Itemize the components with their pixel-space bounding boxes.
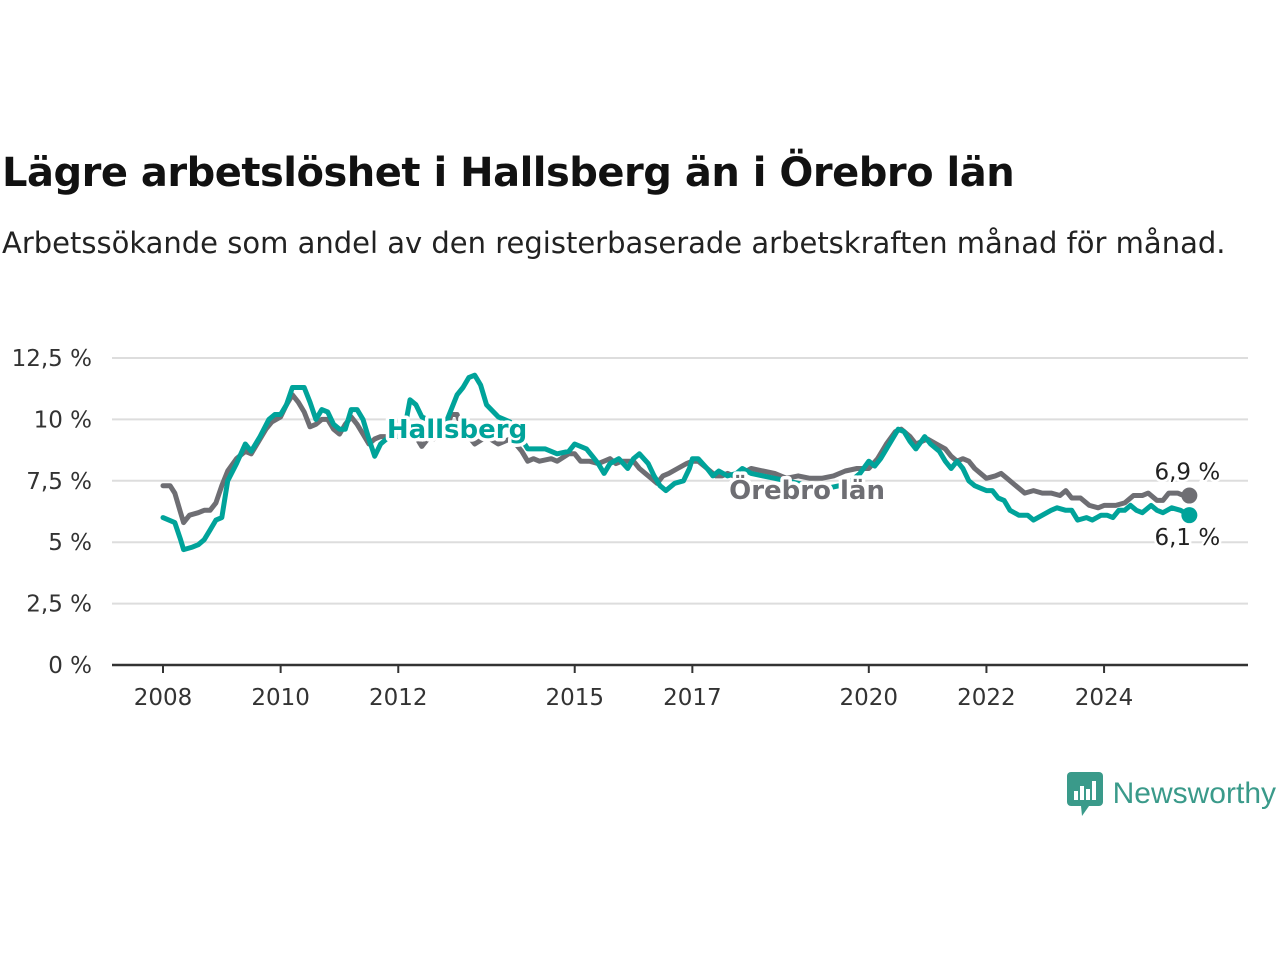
series-label-hallsberg: Hallsberg	[387, 415, 527, 445]
chart-title: Lägre arbetslöshet i Hallsberg än i Öreb…	[2, 150, 1015, 196]
brand-name: Newsworthy	[1112, 777, 1276, 810]
chart-subtitle: Arbetssökande som andel av den registerb…	[2, 226, 1226, 260]
series-end-label-orebro-lan: 6,9 %	[1154, 460, 1220, 486]
y-tick-label: 10 %	[34, 407, 92, 433]
y-tick-label: 0 %	[48, 653, 92, 679]
x-tick-label: 2022	[957, 685, 1016, 711]
series-lines	[160, 372, 1198, 553]
y-tick-label: 7,5 %	[26, 469, 92, 495]
series-label-orebro-lan: Örebro län	[729, 473, 885, 506]
series-end-point-hallsberg	[1181, 507, 1198, 524]
x-tick-label: 2012	[369, 685, 428, 711]
series-end-label-hallsberg: 6,1 %	[1154, 525, 1220, 551]
series-labels: 6,9 % 6,1 % Örebro län Hallsberg	[383, 411, 1222, 553]
x-tick-label: 2008	[134, 685, 193, 711]
series-line-hallsberg	[160, 372, 1192, 553]
y-tick-label: 5 %	[48, 530, 92, 556]
x-tick-label: 2024	[1075, 685, 1134, 711]
x-tick-label: 2010	[251, 685, 310, 711]
y-tick-label: 2,5 %	[26, 592, 92, 618]
newsworthy-logo[interactable]: Newsworthy	[1066, 772, 1276, 816]
x-tick-label: 2017	[663, 685, 722, 711]
y-tick-label: 12,5 %	[12, 346, 92, 372]
y-axis-ticks: 0 % 2,5 % 5 % 7,5 % 10 % 12,5 %	[12, 346, 92, 679]
x-tick-label: 2020	[840, 685, 899, 711]
series-end-point-orebro-lan	[1181, 487, 1198, 504]
newsworthy-logo-icon	[1066, 772, 1103, 816]
x-axis-ticks: 2008 2010 2012 2015 2017 2020 2022 2024	[134, 665, 1134, 711]
x-tick-label: 2015	[545, 685, 604, 711]
gridlines	[112, 357, 1248, 667]
